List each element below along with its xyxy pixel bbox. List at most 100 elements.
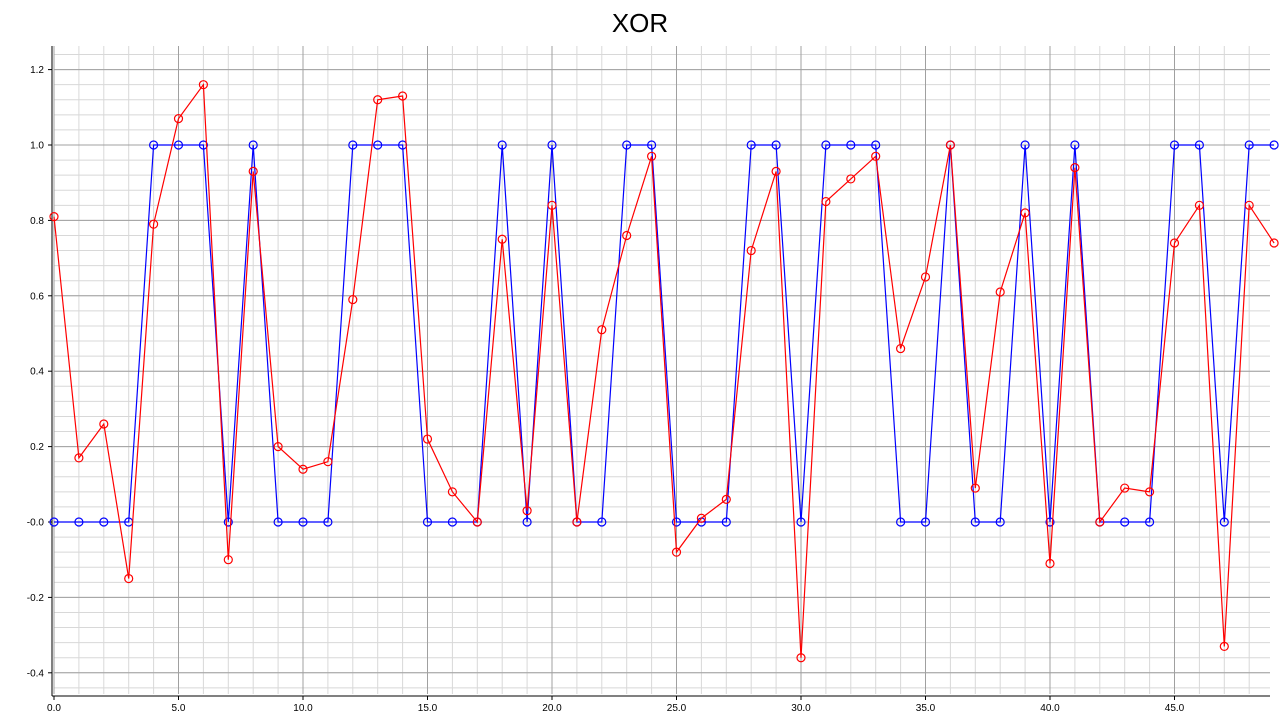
data-point xyxy=(497,234,507,244)
data-point xyxy=(622,140,632,150)
data-point xyxy=(547,140,557,150)
y-tick-label: 0.6 xyxy=(30,291,44,302)
data-point xyxy=(1144,487,1155,497)
data-point xyxy=(323,457,333,467)
data-point xyxy=(895,517,906,527)
y-tick-label: -0.0 xyxy=(27,518,45,529)
data-point xyxy=(920,517,931,527)
data-point xyxy=(821,140,831,150)
data-point xyxy=(1269,238,1279,248)
data-point xyxy=(198,140,208,150)
data-point xyxy=(1095,517,1105,527)
x-tick-label: 40.0 xyxy=(1040,703,1060,714)
data-point xyxy=(99,419,109,429)
data-point xyxy=(1144,517,1155,527)
data-point xyxy=(821,196,831,207)
data-point xyxy=(597,517,607,527)
data-point xyxy=(1045,558,1055,569)
y-tick-label: -0.2 xyxy=(27,593,45,604)
data-point xyxy=(1219,517,1229,527)
data-point xyxy=(1194,140,1205,150)
data-point xyxy=(1194,200,1205,210)
data-point xyxy=(646,151,657,161)
data-point xyxy=(173,114,184,124)
y-tick-label: 0.2 xyxy=(30,442,44,453)
data-point xyxy=(49,517,59,527)
data-point xyxy=(298,464,308,474)
data-point xyxy=(920,272,931,282)
data-point xyxy=(472,517,482,527)
data-point xyxy=(1020,208,1030,218)
data-point xyxy=(721,494,731,504)
x-tick-label: 10.0 xyxy=(293,703,313,714)
data-point xyxy=(995,287,1005,297)
data-point xyxy=(746,140,756,150)
data-point xyxy=(846,140,856,150)
data-point xyxy=(273,442,283,452)
data-point xyxy=(1020,140,1030,150)
data-point xyxy=(99,517,109,527)
data-point xyxy=(945,140,956,150)
x-tick-label: 20.0 xyxy=(542,703,562,714)
data-point xyxy=(149,140,159,150)
data-point xyxy=(970,517,980,527)
data-point xyxy=(248,166,258,176)
data-point xyxy=(1169,140,1180,150)
data-point xyxy=(1120,517,1130,527)
data-point xyxy=(422,434,433,444)
x-tick-label: 25.0 xyxy=(667,703,687,714)
data-point xyxy=(771,140,781,150)
data-point xyxy=(373,95,383,105)
series-group xyxy=(49,80,1279,663)
data-point xyxy=(771,166,781,176)
data-point xyxy=(273,517,283,527)
data-point xyxy=(871,151,881,161)
x-tick-label: 35.0 xyxy=(916,703,936,714)
data-point xyxy=(746,245,756,256)
data-point xyxy=(1070,163,1080,173)
y-tick-label: -0.4 xyxy=(27,668,45,679)
y-tick-label: 0.4 xyxy=(30,367,44,378)
data-point xyxy=(622,230,632,241)
data-point xyxy=(522,517,532,527)
data-point xyxy=(796,517,806,527)
data-point xyxy=(298,517,308,527)
data-point xyxy=(721,517,731,527)
data-point xyxy=(1120,483,1130,493)
data-point xyxy=(995,517,1005,527)
x-tick-label: 45.0 xyxy=(1165,703,1185,714)
data-point xyxy=(149,219,159,229)
data-point xyxy=(671,547,682,557)
chart-title: XOR xyxy=(611,8,669,38)
data-point xyxy=(49,212,59,222)
data-point xyxy=(1244,140,1254,150)
x-tick-label: 5.0 xyxy=(172,703,186,714)
data-point xyxy=(323,517,333,527)
data-point xyxy=(547,200,557,210)
data-point xyxy=(447,517,457,527)
data-point xyxy=(124,573,134,584)
data-point xyxy=(846,174,856,184)
data-point xyxy=(74,453,84,463)
data-point xyxy=(173,140,184,150)
data-point xyxy=(1244,200,1254,210)
data-point xyxy=(398,91,408,101)
data-point xyxy=(422,517,433,527)
data-point xyxy=(74,517,84,527)
series-1 xyxy=(49,80,1279,663)
series-line xyxy=(53,82,1275,658)
data-point xyxy=(223,555,233,565)
series-0 xyxy=(49,140,1279,527)
data-point xyxy=(447,487,457,497)
data-point xyxy=(248,140,258,150)
y-tick-label: 0.8 xyxy=(30,216,44,227)
data-point xyxy=(671,517,682,527)
data-point xyxy=(970,483,980,493)
x-tick-label: 15.0 xyxy=(418,703,438,714)
data-point xyxy=(696,513,707,523)
data-point xyxy=(348,140,358,150)
tick-labels: 0.0 5.0 10.0 15.0 20.0 25.0 30.0 35.0 40.0 45.0 -0… xyxy=(27,65,1185,714)
data-point xyxy=(198,80,208,90)
y-tick-label: 1.0 xyxy=(30,141,44,152)
